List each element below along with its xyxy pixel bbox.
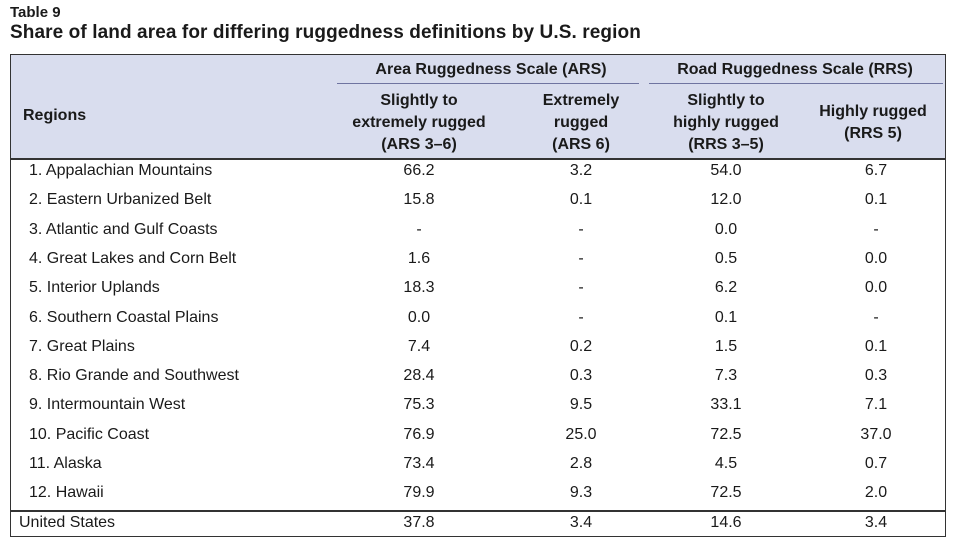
table-cell: 9.3 xyxy=(569,484,593,502)
table-cell: 0.0 xyxy=(714,220,738,238)
table-cell: - xyxy=(578,249,584,267)
table-cell: 25.0 xyxy=(565,425,597,443)
table-cell: 72.5 xyxy=(710,425,742,443)
table-title: Share of land area for differing ruggedn… xyxy=(10,22,641,43)
col-rrs-3-5-header: Slightly to highly rugged (RRS 3–5) xyxy=(673,92,779,153)
row-region-label: 10. Pacific Coast xyxy=(29,425,150,443)
table-cell: 15.8 xyxy=(403,191,435,209)
table-cell: 4.5 xyxy=(714,455,738,472)
table-cell: 0.0 xyxy=(864,279,888,297)
ars-group-header: Area Ruggedness Scale (ARS) xyxy=(375,61,607,78)
row-region-label: 4. Great Lakes and Corn Belt xyxy=(29,249,237,267)
total-cell: 3.4 xyxy=(864,514,888,531)
row-region-label: 9. Intermountain West xyxy=(29,396,186,414)
total-cell: 3.4 xyxy=(569,514,593,531)
row-region-label: 12. Hawaii xyxy=(29,484,104,502)
table-cell: - xyxy=(578,308,584,326)
table-cell: 0.1 xyxy=(714,308,738,326)
table-cell: 2.8 xyxy=(569,455,593,472)
table-cell: 0.1 xyxy=(864,191,888,209)
header-divider xyxy=(11,158,945,160)
table-cell: 0.0 xyxy=(864,249,888,267)
table-cell: 73.4 xyxy=(403,455,435,472)
table-cell: 0.0 xyxy=(407,308,431,326)
table-cell: 28.4 xyxy=(403,367,435,385)
table-cell: 1.6 xyxy=(407,249,431,267)
table-cell: - xyxy=(416,220,422,238)
table-cell: 37.0 xyxy=(860,425,892,443)
regions-header: Regions xyxy=(23,107,87,124)
table-cell: 7.1 xyxy=(864,396,888,414)
table-cell: 6.2 xyxy=(714,279,738,297)
table-cell: 66.2 xyxy=(403,162,435,179)
table-cell: - xyxy=(873,220,879,238)
table-cell: 2.0 xyxy=(864,484,888,502)
table-cell: 18.3 xyxy=(403,279,435,297)
table-cell: 72.5 xyxy=(710,484,742,502)
table-cell: 7.4 xyxy=(407,337,431,355)
row-region-label: 5. Interior Uplands xyxy=(29,279,160,297)
ars-group-rule xyxy=(337,83,639,84)
table-header xyxy=(11,55,945,158)
col-ars-6-header: Extremely rugged (ARS 6) xyxy=(542,92,620,153)
table-cell: - xyxy=(873,308,879,326)
table-cell: 33.1 xyxy=(710,396,742,414)
row-region-label: 11. Alaska xyxy=(29,455,102,472)
table-cell: 0.7 xyxy=(864,455,888,472)
table-cell: 12.0 xyxy=(710,191,742,209)
col-rrs-5-header: Highly rugged (RRS 5) xyxy=(819,103,927,142)
table-cell: 1.5 xyxy=(714,337,738,355)
total-cell: 14.6 xyxy=(710,514,742,531)
row-region-label: 1. Appalachian Mountains xyxy=(29,162,213,179)
row-region-label: 6. Southern Coastal Plains xyxy=(29,308,219,326)
table-cell: 0.3 xyxy=(864,367,888,385)
data-table: Regions Area Ruggedness Scale (ARS) Road… xyxy=(10,54,946,537)
total-divider xyxy=(11,510,945,512)
row-region-label: 8. Rio Grande and Southwest xyxy=(29,367,239,385)
table-cell: 0.5 xyxy=(714,249,738,267)
table-cell: 0.1 xyxy=(569,191,593,209)
col-ars-3-6-header: Slightly to extremely rugged (ARS 3–6) xyxy=(352,92,486,153)
row-region-label: 7. Great Plains xyxy=(29,337,135,355)
table-label: Table 9 xyxy=(10,4,61,21)
rrs-group-rule xyxy=(649,83,943,84)
table-cell: 6.7 xyxy=(864,162,888,179)
table-cell: - xyxy=(578,220,584,238)
total-cell: 37.8 xyxy=(403,514,435,531)
table-cell: 9.5 xyxy=(569,396,593,414)
table-cell: 0.3 xyxy=(569,367,593,385)
table-cell: 75.3 xyxy=(403,396,435,414)
total-row-label: United States xyxy=(19,514,116,531)
table-cell: 0.1 xyxy=(864,337,888,355)
table-cell: 76.9 xyxy=(403,425,435,443)
table-cell: 79.9 xyxy=(403,484,435,502)
table-cell: 7.3 xyxy=(714,367,738,385)
table-cell: 3.2 xyxy=(569,162,593,179)
table-cell: 0.2 xyxy=(569,337,593,355)
table-cell: 54.0 xyxy=(710,162,742,179)
row-region-label: 3. Atlantic and Gulf Coasts xyxy=(29,220,218,238)
row-region-label: 2. Eastern Urbanized Belt xyxy=(29,191,212,209)
table-cell: - xyxy=(578,279,584,297)
rrs-group-header: Road Ruggedness Scale (RRS) xyxy=(677,61,913,78)
